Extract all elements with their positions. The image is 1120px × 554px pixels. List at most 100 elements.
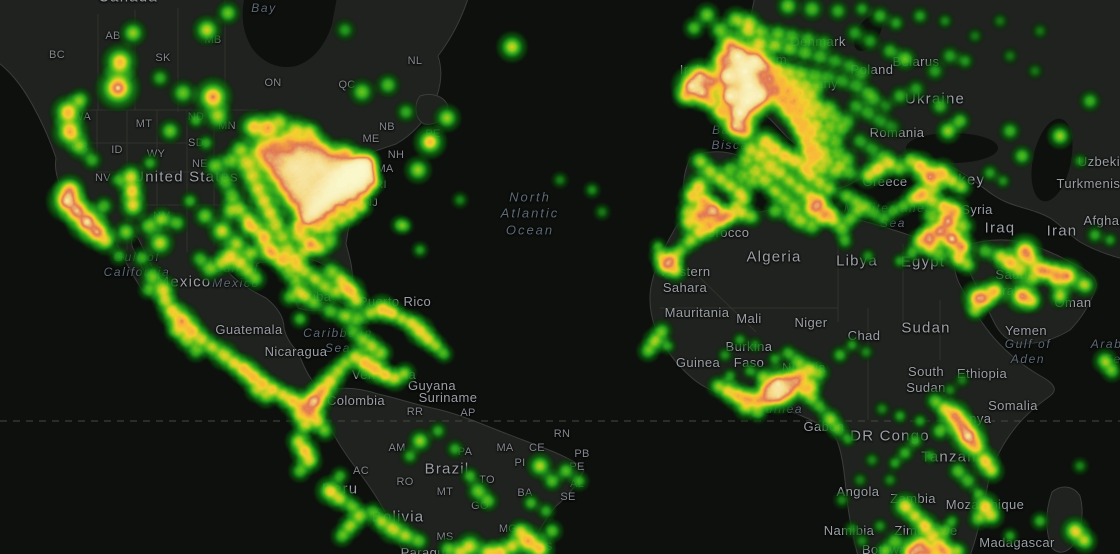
map-label-me: ME (362, 133, 380, 146)
map-label-niger: Niger (794, 314, 828, 330)
map-label-arabian-sea: Arabian Sea (1090, 337, 1120, 366)
map-label-sd: SD (188, 137, 204, 150)
map-label-ce: CE (529, 442, 545, 455)
map-label-sk: SK (155, 52, 171, 65)
map-label-mg: MG (498, 523, 518, 536)
map-label-mauritania: Mauritania (664, 304, 730, 320)
map-label-burkina-faso: Burkina Faso (725, 338, 773, 370)
map-label-mn: MN (218, 120, 236, 133)
map-label-germany: Germany (781, 75, 839, 91)
map-label-on: ON (264, 77, 282, 90)
map-label-cuba: Cuba (298, 288, 332, 304)
map-label-rn: RN (553, 428, 571, 441)
map-label-nicaragua: Nicaragua (264, 343, 328, 359)
map-label-kenya: Kenya (952, 410, 992, 426)
map-label-ireland: Ireland (679, 61, 723, 77)
map-label-namibia: Namibia (823, 522, 875, 538)
map-label-es: ES (537, 541, 553, 554)
map-label-wa: WA (73, 111, 91, 124)
map-label-iran: Iran (1046, 222, 1078, 240)
map-label-madagascar: Madagascar (979, 534, 1055, 550)
map-label-hudson-bay: Hudson Bay (251, 1, 277, 15)
map-label-pe: PE (425, 128, 441, 141)
map-label-peru: Peru (321, 480, 359, 498)
map-label-nh: NH (387, 149, 405, 162)
map-label-uzbekistan: Uzbekistan (1077, 153, 1120, 169)
map-label-de: DE (342, 198, 358, 211)
map-label-turkey: Turkey (932, 171, 986, 189)
map-label-guatemala: Guatemala (215, 321, 283, 337)
map-label-or: OR (71, 141, 89, 154)
map-label-ri: RI (375, 179, 387, 192)
map-label-dr-congo: DR Congo (850, 427, 930, 445)
map-label-united-kingdom: United Kingdom (732, 35, 788, 67)
map-label-venezuela: Venezuela (351, 366, 417, 382)
map-label-tanzania: Tanzania (921, 448, 991, 466)
map-label-angola: Angola (836, 483, 880, 499)
map-label-go: GO (471, 500, 489, 513)
map-label-guinea: Guinea (675, 354, 721, 370)
map-label-guyana: Guyana (408, 377, 456, 393)
map-label-ethiopia: Ethiopia (956, 365, 1008, 381)
map-label-colombia: Colombia (326, 392, 386, 408)
map-label-puerto-rico: Puerto Rico (358, 293, 432, 309)
map-label-bay-of-biscay: Bay of Biscay (711, 123, 757, 152)
map-label-afghanistan: Afghanistan (1083, 212, 1120, 228)
map-label-pi: PI (514, 457, 526, 470)
map-label-ap: AP (460, 407, 476, 420)
map-label-somalia: Somalia (988, 397, 1038, 413)
map-label-pb: PB (574, 448, 590, 461)
map-label-am: AM (388, 442, 406, 455)
map-label-syria: Syria (961, 201, 993, 217)
map-label-tunisia: Tunisia (790, 209, 836, 225)
map-label-paraguay: Paraguay (400, 544, 460, 554)
map-label-ro: RO (396, 476, 414, 489)
map-label-gulf-of-guinea: Gulf of Guinea (754, 387, 804, 416)
map-label-yemen: Yemen (1005, 322, 1047, 338)
map-label-ab: AB (105, 30, 121, 43)
map-label-ma: MA (376, 163, 394, 176)
map-label-zimbabwe: Zimbabwe (894, 522, 958, 538)
map-label-gulf-of-aden: Gulf of Aden (1004, 337, 1052, 366)
map-label-ne: NE (192, 158, 208, 171)
map-label-al: AL (569, 478, 585, 491)
map-label-gabon: Gabon (803, 418, 845, 434)
map-label-ut: UT (124, 182, 140, 195)
map-label-sudan: Sudan (901, 319, 951, 337)
map-label-nl: NL (407, 55, 423, 68)
map-label-nigeria: Nigeria (782, 359, 826, 375)
map-label-mt: MT (436, 486, 454, 499)
map-label-caribbean-sea: Caribbean Sea (303, 326, 373, 355)
map-label-turkmenistan: Turkmenistan (1056, 175, 1120, 191)
map-label-mediterranean-sea: Mediterranean Sea (843, 201, 943, 230)
map-label-morocco: Morocco (696, 224, 750, 240)
map-label-rr: RR (406, 406, 424, 419)
map-label-mb: MB (204, 34, 222, 47)
map-label-md: MD (329, 211, 347, 224)
map-label-south-sudan: South Sudan (906, 363, 946, 395)
map-label-nm: NM (153, 210, 171, 223)
map-label-united-states: United States (133, 168, 239, 186)
map-label-pe: PE (569, 461, 585, 474)
map-label-se: SE (560, 491, 576, 504)
map-label-zambia: Zambia (890, 490, 936, 506)
map-label-pa: PA (457, 446, 473, 459)
map-label-algeria: Algeria (746, 248, 802, 266)
map-label-north-atlantic-ocean: North Atlantic Ocean (500, 189, 560, 238)
map-label-qc: QC (338, 79, 356, 92)
map-label-brazil: Brazil (424, 460, 470, 478)
map-label-libya: Libya (836, 252, 878, 270)
map-label-denmark: Denmark (790, 33, 846, 49)
map-label-suriname: Suriname (418, 389, 478, 405)
map-label-ba: BA (517, 487, 533, 500)
map-label-gulf-of-mexico: Gulf of Mexico (212, 261, 260, 290)
map-label-chad: Chad (847, 327, 881, 343)
map-label-ac: AC (353, 465, 369, 478)
map-label-nd: ND (187, 111, 205, 124)
map-label-oman: Oman (1054, 294, 1092, 310)
map-label-to: TO (479, 474, 495, 487)
map-label-wy: WY (146, 148, 166, 161)
map-label-ms: MS (436, 531, 454, 544)
map-label-canada: Canada (98, 0, 158, 7)
